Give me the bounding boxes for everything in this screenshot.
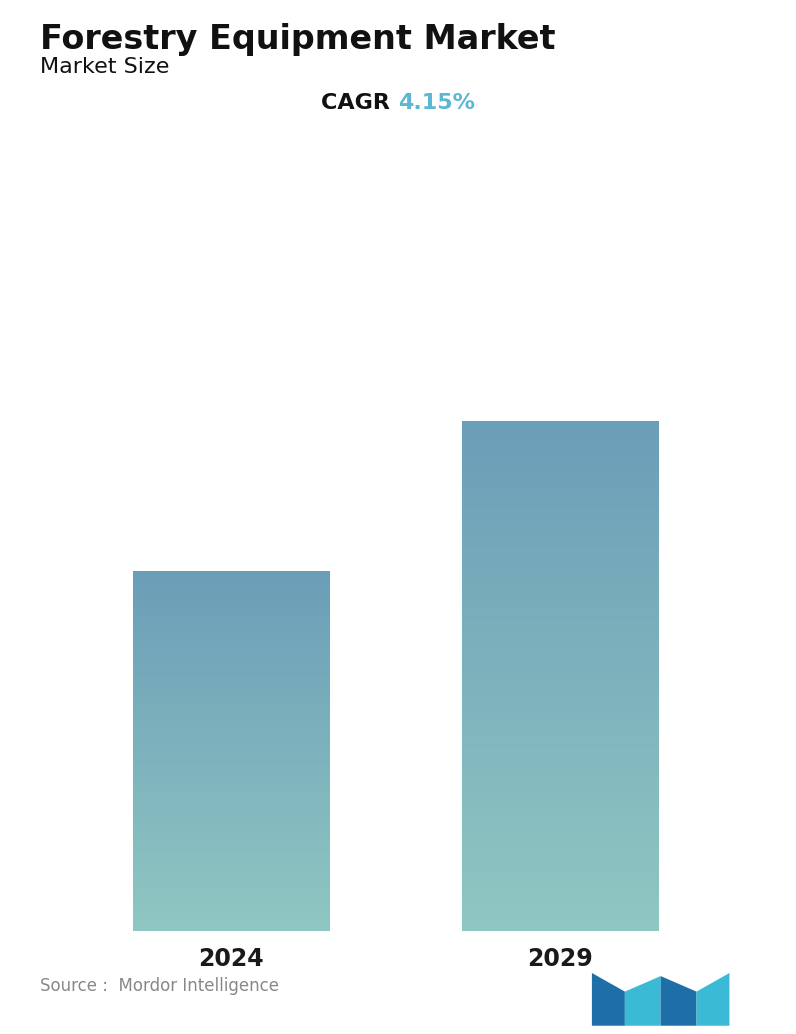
Polygon shape [696, 973, 729, 1026]
Text: Source :  Mordor Intelligence: Source : Mordor Intelligence [40, 977, 279, 995]
Text: CAGR: CAGR [322, 93, 398, 113]
Polygon shape [592, 973, 625, 1026]
Polygon shape [661, 976, 696, 1026]
Text: 4.15%: 4.15% [398, 93, 475, 113]
Text: Forestry Equipment Market: Forestry Equipment Market [40, 23, 556, 56]
Text: Market Size: Market Size [40, 57, 170, 77]
Polygon shape [625, 976, 661, 1026]
